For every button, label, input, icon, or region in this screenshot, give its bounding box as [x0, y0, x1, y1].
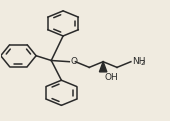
Text: NH: NH [132, 57, 145, 66]
Text: O: O [71, 57, 78, 66]
Text: 2: 2 [140, 60, 145, 67]
Text: OH: OH [105, 73, 118, 82]
Polygon shape [99, 62, 107, 72]
